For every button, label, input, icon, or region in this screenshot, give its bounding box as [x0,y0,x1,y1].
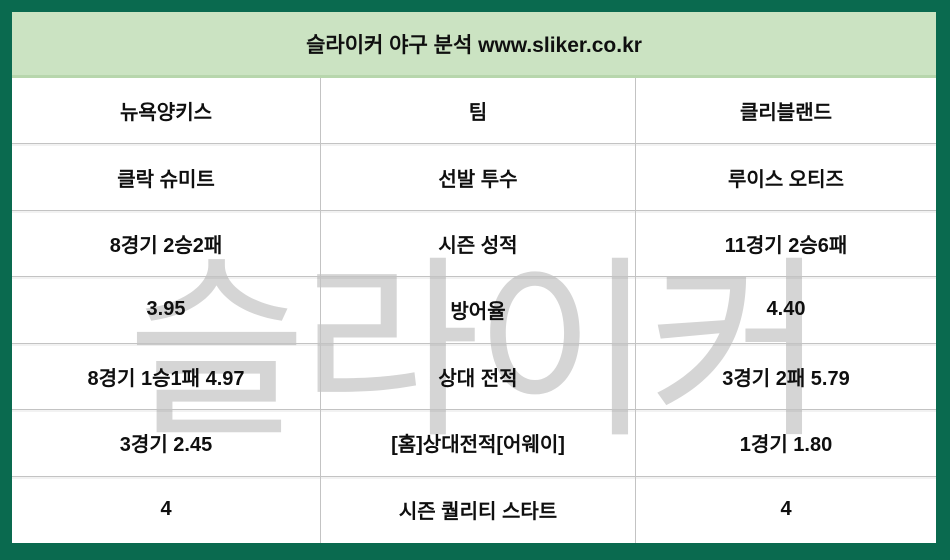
away-value-cell: 11경기 2승6패 [635,210,936,278]
stat-label-cell: 방어율 [320,277,635,344]
stat-label-cell: [홈]상대전적[어웨이] [320,410,635,477]
home-value-cell: 8경기 2승2패 [12,211,320,278]
home-value-cell: 4 [160,498,172,521]
home-value-cell: 클락 슈미트 [12,144,320,211]
away-value-cell: 루이스 오티즈 [635,144,936,211]
stat-label-cell: 시즌 퀄리티 스타트 [320,476,635,543]
stats-table: 슬라이커 야구 분석 www.sliker.co.kr 뉴욕양키스 팀 클리블랜… [12,12,936,543]
stat-label-cell: 선발 투수 [320,144,635,211]
home-value-cell: 3경기 2.45 [12,410,320,477]
away-value-cell: 클리블랜드 [635,78,936,145]
stat-label-cell: 팀 [320,78,635,145]
page-title: 슬라이커 야구 분석 www.sliker.co.kr [12,12,936,78]
home-value-cell: 3.95 [12,277,320,344]
stat-label-cell: 상대 전적 [320,343,635,411]
away-value-cell: 4 [635,476,936,543]
away-value-cell: 3경기 2패 5.79 [635,343,936,411]
home-value-cell: 8경기 1승1패 4.97 [12,344,320,411]
stat-label-cell: 시즌 성적 [320,210,635,278]
away-value-cell: 4.40 [635,277,936,344]
home-value-cell: 뉴욕양키스 [12,78,320,145]
away-value-cell: 1경기 1.80 [635,410,936,477]
analysis-table-sheet: 슬라이커 슬라이커 야구 분석 www.sliker.co.kr 뉴욕양키스 팀… [12,12,936,543]
